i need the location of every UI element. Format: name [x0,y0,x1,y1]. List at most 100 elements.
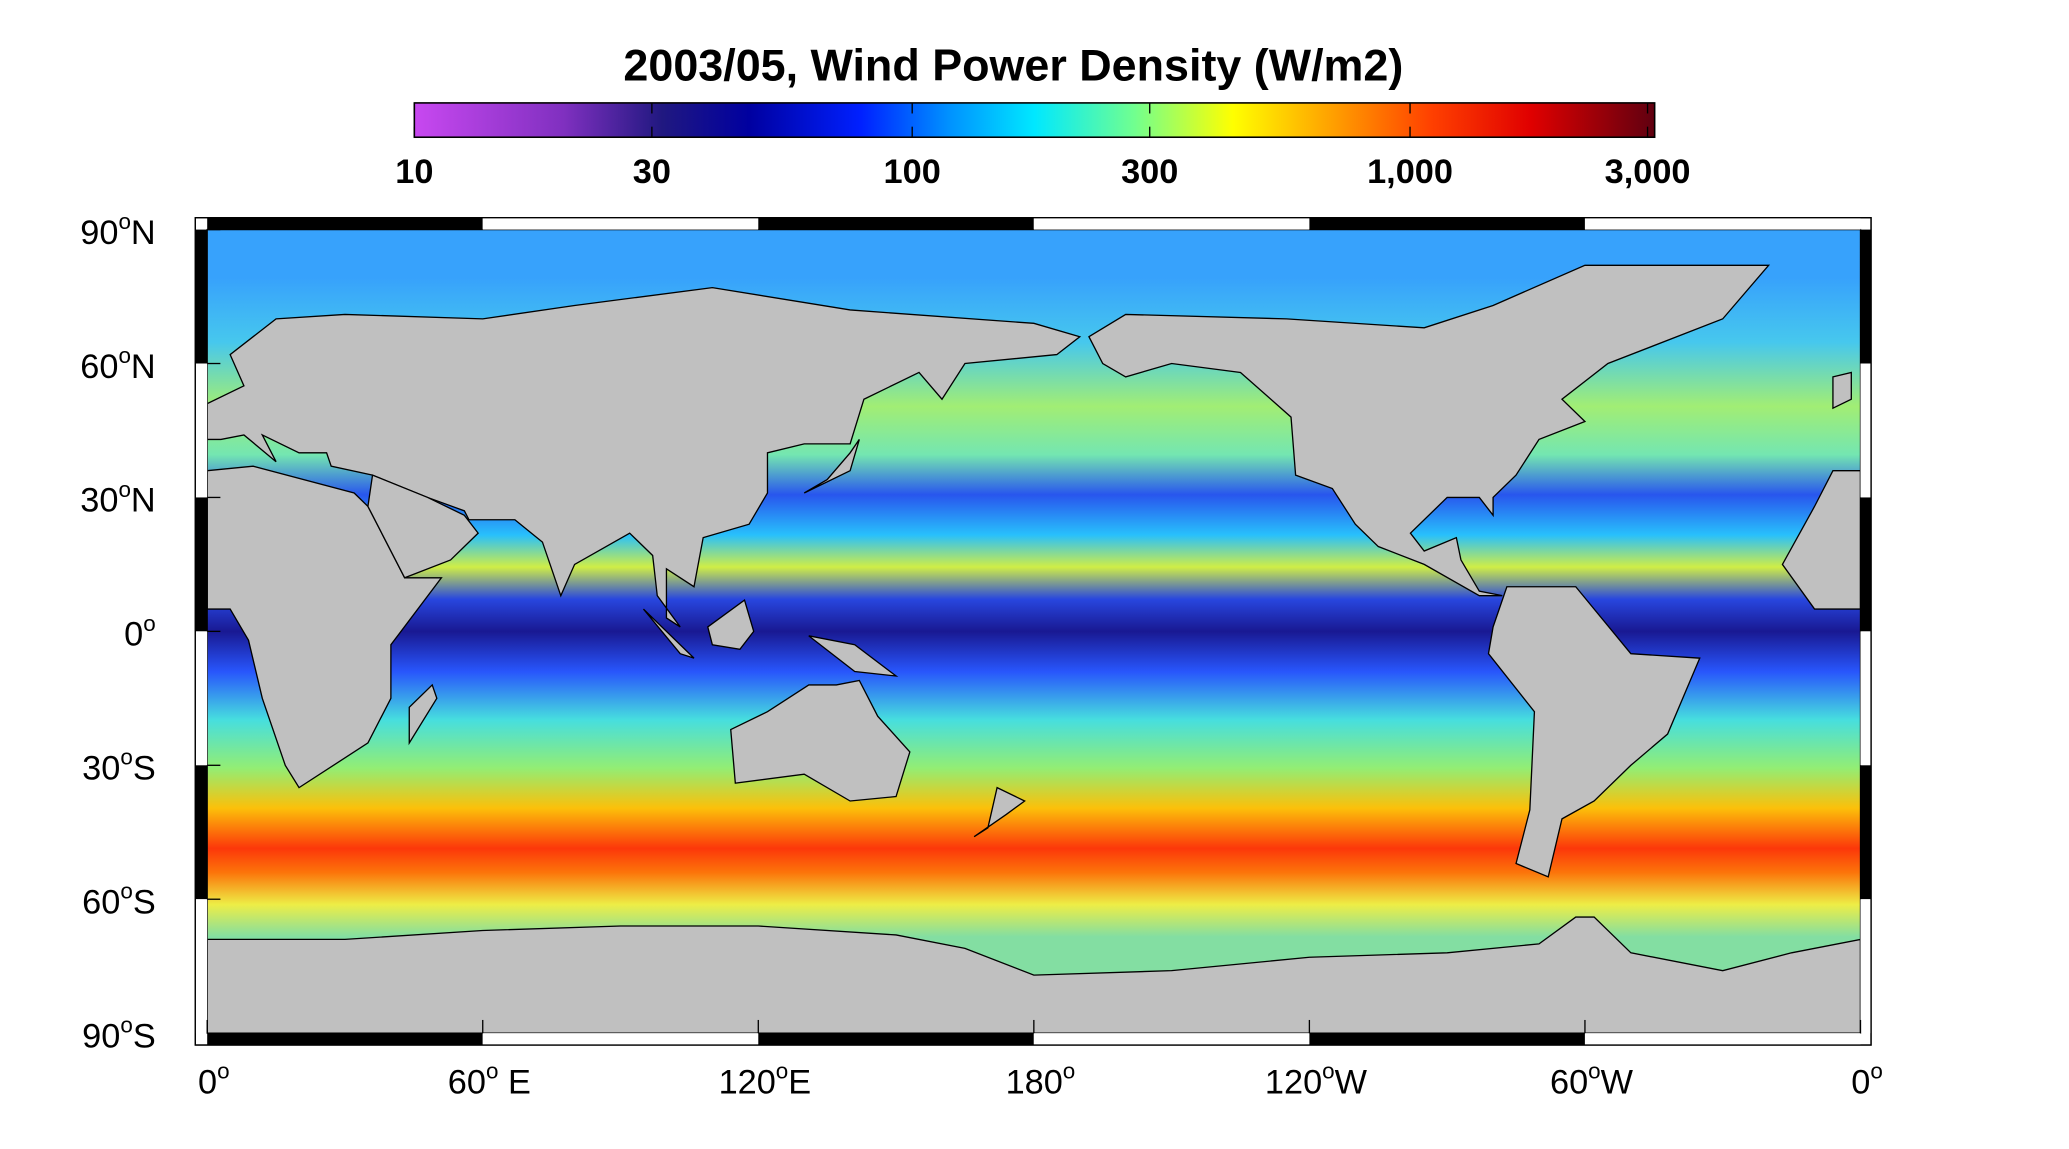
frame-bar [195,229,208,364]
tick-label-part: o [143,611,155,636]
tick-label-part: 0 [198,1064,217,1102]
tick-label: 60oN [80,343,155,386]
tick-label-part: W [1335,1064,1368,1102]
tick-label: 0o [198,1059,230,1102]
tick-label-part: 30 [80,482,118,520]
land-mass [1832,371,1852,410]
tick-label: 0o [124,611,156,654]
tick-label-part: E [498,1064,530,1102]
frame-bar [482,1033,759,1046]
colorbar [413,102,1656,139]
tick-label-part: 0 [1851,1064,1870,1102]
tick-label-part: o [118,209,130,234]
tick-label-part: 90 [80,214,118,252]
colorbar-tick-label: 30 [633,153,671,191]
tick-label-part: 60 [82,884,120,922]
land-mass [730,679,911,802]
tick-label: 180o [1006,1059,1076,1102]
tick-label-part: o [118,343,130,368]
frame-bar [1309,1033,1585,1046]
frame-bar [1860,765,1872,900]
tick-label: 90oS [82,1012,156,1055]
tick-label: 120oE [719,1059,812,1102]
frame-bar [1033,1033,1310,1046]
colorbar-tick-label: 10 [395,153,433,191]
frame-bar [1584,1033,1861,1046]
colorbar-tick-label: 1,000 [1367,153,1453,191]
map-frame [194,217,1872,1046]
tick-label-part: S [133,750,156,788]
title: 2003/05, Wind Power Density (W/m2) [623,39,1403,90]
land-mass [642,608,695,659]
tick-label-part: o [120,1012,132,1037]
tick-label: 120oW [1265,1059,1368,1102]
tick-label-part: N [131,482,156,520]
frame-bar [758,217,1034,230]
tick-label: 60oW [1550,1059,1634,1102]
tick-label-part: o [1063,1059,1075,1084]
frame-bar [1860,497,1872,632]
colorbar-tick-label: 100 [884,153,941,191]
land-mass [803,439,860,494]
tick-label-part: o [776,1059,788,1084]
tick-label-part: 30 [82,750,120,788]
tick-label-part: N [131,214,156,252]
frame-bar [1860,631,1872,766]
tick-label-part: o [1588,1059,1600,1084]
tick-label-part: 60 [1550,1064,1588,1102]
tick-label-part: 60 [448,1064,486,1102]
frame-bar [195,631,208,766]
frame-bar [207,1033,483,1046]
frame-bar [1309,217,1585,230]
land-mass [207,916,1861,1034]
frame-bar [195,765,208,900]
land-mass [707,599,755,650]
tick-label-part: N [131,348,156,386]
tick-label-part: o [118,477,130,502]
land-mass [1088,264,1771,597]
frame-bar [758,1033,1034,1046]
tick-label-part: S [133,1017,156,1055]
frame-bar [195,899,208,1034]
colorbar-tick-label: 300 [1121,153,1178,191]
tick-label: 30oN [80,477,155,520]
tick-label: 90oN [80,209,155,252]
tick-label: 60o E [448,1059,531,1102]
tick-label-part: o [217,1059,229,1084]
tick-label: 0o [1851,1059,1883,1102]
tick-label-part: o [120,745,132,770]
land-mass [1487,586,1701,878]
tick-label-part: o [486,1059,498,1084]
colorbar-tick-label: 3,000 [1605,153,1691,191]
land-mass [973,786,1026,838]
tick-label-part: W [1601,1064,1634,1102]
tick-label-part: o [120,879,132,904]
frame-bar [1033,217,1310,230]
tick-label: 60oS [82,879,156,922]
axes: 0o 60o E 120oE 180o 120oW 60oW 0o90oN60oN30oN0… [80,209,1883,1102]
tick-label-part: o [1870,1059,1882,1084]
colorbar-ticks: 10 30 100 300 1,000 3,000 [395,102,1691,191]
land-mass [207,286,1082,628]
frame-bar [1584,217,1861,230]
frame-bar [1860,363,1872,498]
tick-label-part: 180 [1006,1064,1063,1102]
frame-outline [194,217,1872,1046]
tick-label: 30oS [82,745,156,788]
tick-label-part: 60 [80,348,118,386]
land-mass [808,635,899,677]
frame-bar [482,217,759,230]
frame-bar [1860,899,1872,1034]
land-mass [367,474,480,579]
tick-label-part: S [133,884,156,922]
frame-bar [1860,229,1872,364]
tick-label-part: 120 [719,1064,776,1102]
frame-bar [195,497,208,632]
land-mass [207,465,443,789]
land-mass [1781,469,1861,610]
map [207,229,1861,1034]
tick-label-part: o [1322,1059,1334,1084]
frame-bar [207,217,483,230]
